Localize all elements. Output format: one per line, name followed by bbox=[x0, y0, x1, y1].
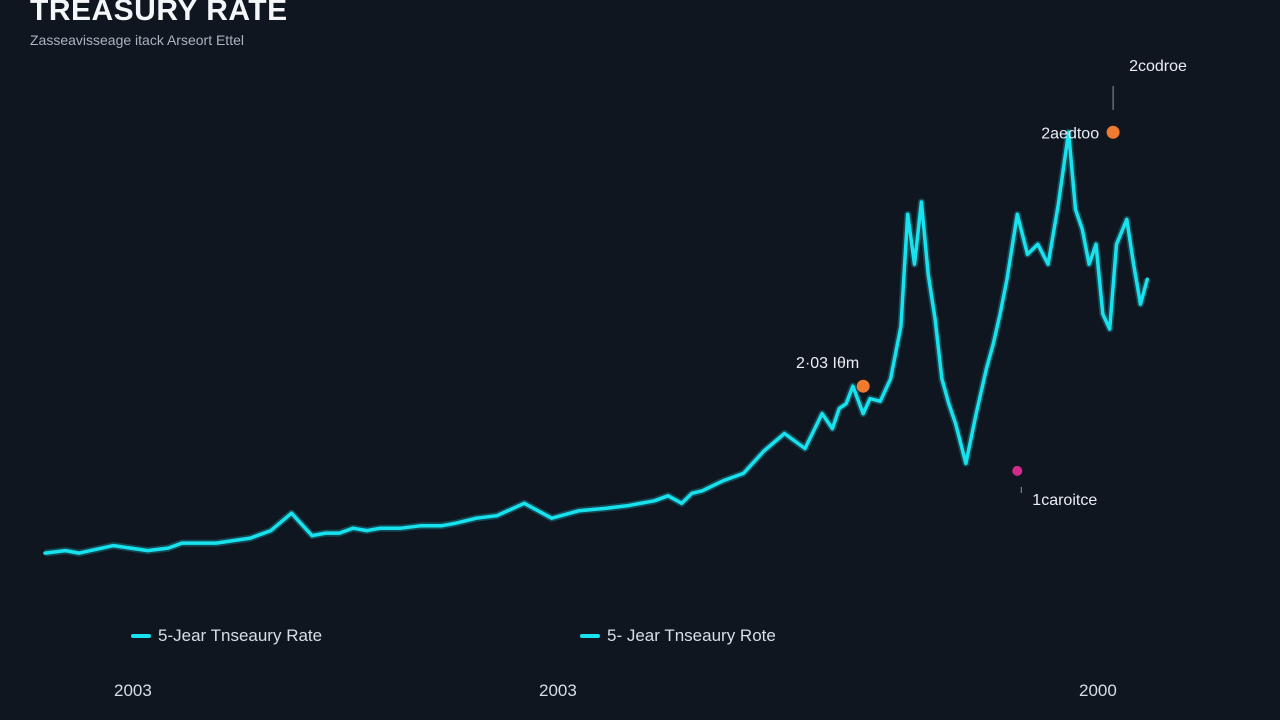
legend-swatch-1 bbox=[131, 634, 151, 638]
x-tick-label-2: 2003 bbox=[539, 681, 577, 701]
legend-label-1: 5-Jear Tnseaury Rate bbox=[158, 626, 322, 646]
annotation-marker-3 bbox=[1012, 466, 1022, 476]
x-tick-label-1: 2003 bbox=[114, 681, 152, 701]
legend-swatch-2 bbox=[580, 634, 600, 638]
annotation-label-2: 2aedtoo bbox=[1041, 125, 1099, 142]
series-line-1 bbox=[45, 132, 1147, 553]
legend-item-2: 5- Jear Tnseaury Rote bbox=[580, 626, 776, 646]
annotation-label-3: 1caroitce bbox=[1032, 492, 1097, 509]
x-tick-label-3: 2000 bbox=[1079, 681, 1117, 701]
annotation-label-4: 2codroe bbox=[1129, 58, 1187, 75]
marker-layer: 2·03 Iθm 2aedtoo 1caroitce 2codroe bbox=[796, 58, 1187, 509]
legend-label-2: 5- Jear Tnseaury Rote bbox=[607, 626, 776, 646]
annotation-marker-2 bbox=[1107, 126, 1120, 139]
series-layer bbox=[45, 132, 1147, 553]
annotation-marker-1 bbox=[857, 380, 870, 393]
annotation-label-1: 2·03 Iθm bbox=[796, 355, 859, 372]
legend-item-1: 5-Jear Tnseaury Rate bbox=[131, 626, 322, 646]
series-line-glow-1 bbox=[45, 132, 1147, 553]
